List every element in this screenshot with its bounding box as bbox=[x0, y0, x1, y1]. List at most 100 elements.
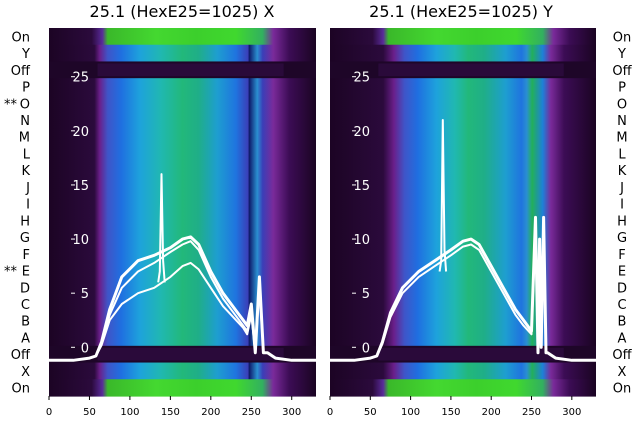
heatmap-row bbox=[330, 362, 596, 380]
heatmap-row-band bbox=[378, 347, 564, 361]
y-tick-label: 25 bbox=[72, 71, 89, 86]
row-label: O bbox=[617, 97, 627, 112]
row-label: K bbox=[618, 164, 627, 179]
row-label: M bbox=[616, 131, 627, 146]
heatmap-row bbox=[49, 295, 316, 313]
heatmap-row-band bbox=[97, 63, 284, 77]
row-label: O bbox=[20, 97, 30, 112]
heatmap-row-band bbox=[97, 347, 284, 361]
heatmap-row bbox=[49, 228, 316, 247]
row-label: E bbox=[618, 265, 626, 280]
x-tick-label: 100 bbox=[401, 407, 420, 418]
x-tick-label: 100 bbox=[120, 407, 139, 418]
heatmap-row-band bbox=[378, 63, 564, 77]
series-line bbox=[49, 261, 316, 362]
heatmap-row bbox=[330, 128, 596, 146]
heatmap-row bbox=[330, 28, 596, 46]
y-tick-label: 10 bbox=[72, 233, 89, 248]
x-tick-label: 0 bbox=[46, 407, 52, 418]
heatmap-row bbox=[49, 78, 316, 96]
row-label: Off bbox=[612, 64, 632, 79]
row-label: H bbox=[20, 214, 30, 229]
row-label: I bbox=[620, 198, 624, 213]
y-tick-label: 15 bbox=[353, 179, 370, 194]
heatmap-row bbox=[330, 212, 596, 230]
row-label: X bbox=[21, 365, 30, 380]
x-tick-label: 250 bbox=[522, 407, 541, 418]
heatmap-row bbox=[330, 145, 596, 163]
row-label: Off bbox=[11, 64, 31, 79]
heatmap-row bbox=[330, 78, 596, 96]
row-label: H bbox=[617, 214, 627, 229]
heatmap-row bbox=[49, 145, 316, 163]
y-tick-label: 15 bbox=[72, 179, 89, 194]
row-label: Off bbox=[612, 348, 632, 363]
row-label: B bbox=[21, 315, 30, 330]
y-tick-label: 20 bbox=[72, 125, 89, 140]
y-tick-label: 5 bbox=[362, 287, 370, 302]
heatmap-row bbox=[49, 245, 316, 263]
x-tick-label: 150 bbox=[441, 407, 460, 418]
heatmap-row bbox=[330, 245, 596, 263]
row-label: G bbox=[617, 231, 627, 246]
x-tick-label: 300 bbox=[282, 407, 301, 418]
heatmap-row bbox=[49, 128, 316, 146]
x-tick-label: 50 bbox=[83, 407, 96, 418]
heatmap-row bbox=[330, 178, 596, 196]
row-label: G bbox=[20, 231, 30, 246]
row-label: K bbox=[21, 164, 30, 179]
heatmap-row bbox=[330, 161, 596, 180]
row-label: J bbox=[619, 181, 624, 196]
row-label: P bbox=[618, 81, 626, 96]
row-label: On bbox=[613, 382, 631, 397]
row-label: L bbox=[618, 147, 626, 162]
x-tick-label: 0 bbox=[327, 407, 333, 418]
row-label: L bbox=[23, 147, 31, 162]
heatmap-row bbox=[49, 161, 316, 180]
heatmap-row bbox=[49, 262, 316, 280]
row-label: I bbox=[26, 198, 30, 213]
row-label: C bbox=[617, 298, 626, 313]
heatmap-row bbox=[330, 94, 596, 113]
heatmap-row bbox=[49, 379, 316, 397]
y-tick-label: 5 bbox=[81, 287, 89, 302]
row-label: B bbox=[618, 315, 627, 330]
row-label: P bbox=[22, 81, 30, 96]
heatmap-row bbox=[49, 195, 316, 213]
x-tick-label: 250 bbox=[242, 407, 261, 418]
x-tick-label: 200 bbox=[201, 407, 220, 418]
heatmap-row bbox=[330, 111, 596, 129]
heatmap-row bbox=[49, 94, 316, 113]
heatmap-row bbox=[49, 329, 316, 347]
row-label: Y bbox=[617, 47, 626, 62]
heatmap-row bbox=[330, 262, 596, 280]
row-label: Off bbox=[11, 348, 31, 363]
row-label: F bbox=[23, 248, 30, 263]
row-label: N bbox=[617, 114, 627, 129]
y-tick-label: 0 bbox=[362, 341, 370, 356]
y-tick-label: 10 bbox=[353, 233, 370, 248]
row-label: On bbox=[12, 382, 30, 397]
row-label: F bbox=[618, 248, 625, 263]
row-label: J bbox=[25, 181, 30, 196]
x-tick-label: 150 bbox=[161, 407, 180, 418]
row-label: D bbox=[617, 281, 627, 296]
chart-title-x: 25.1 (HexE25=1025) X bbox=[90, 2, 275, 21]
y-tick-label: 20 bbox=[353, 125, 370, 140]
series-line bbox=[330, 227, 596, 362]
heatmap-row bbox=[330, 195, 596, 213]
row-label: X bbox=[618, 365, 627, 380]
heatmap-row bbox=[330, 278, 596, 297]
row-label: E bbox=[22, 265, 30, 280]
y-tick-label: 25 bbox=[353, 71, 370, 86]
series-line bbox=[157, 173, 166, 283]
row-label: N bbox=[20, 114, 30, 129]
heatmap-row bbox=[49, 212, 316, 230]
x-tick-label: 200 bbox=[482, 407, 501, 418]
heatmap-row bbox=[49, 28, 316, 46]
row-label: On bbox=[12, 30, 30, 45]
heatmap-row bbox=[49, 312, 316, 330]
heatmap-row bbox=[49, 44, 316, 63]
